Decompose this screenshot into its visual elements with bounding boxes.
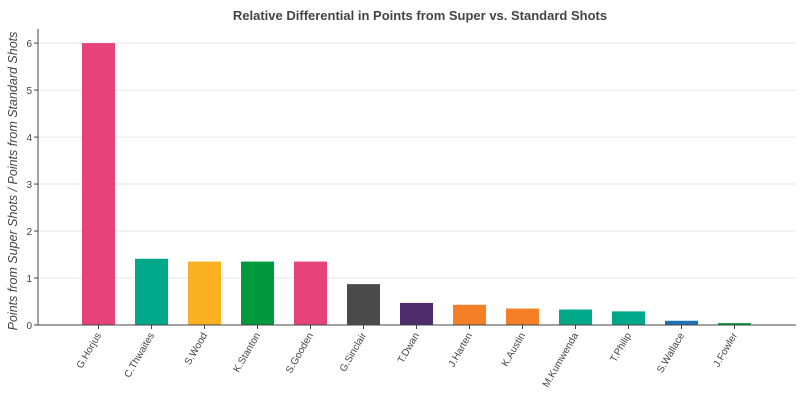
x-tick-label: J.Harten xyxy=(447,331,475,369)
x-tick-labels: G.Horjus C.Thwaites S.Wood K.Stanton S.Goode… xyxy=(75,330,741,389)
y-tick-label: 2 xyxy=(26,227,32,238)
x-tick-label: S.Wallace xyxy=(655,331,687,376)
x-tick-label: T.Philip xyxy=(608,331,634,365)
x-tick-label: M.Kumwenda xyxy=(541,331,581,390)
x-tick-label: C.Thwaites xyxy=(123,331,158,380)
bar xyxy=(559,309,592,325)
bar xyxy=(347,284,380,325)
y-tick-label: 1 xyxy=(26,274,32,285)
y-tick-label: 0 xyxy=(26,321,32,332)
bar xyxy=(188,261,221,325)
x-tick-label: T.Dwan xyxy=(396,331,422,365)
x-tick-label: K.Austin xyxy=(500,331,528,369)
bar xyxy=(400,302,433,325)
bar xyxy=(294,261,327,325)
bar xyxy=(665,320,698,325)
y-axis-label: Points from Super Shots / Points from St… xyxy=(6,32,20,331)
y-tick-label: 5 xyxy=(26,86,32,97)
bar xyxy=(82,43,115,325)
bar xyxy=(135,258,168,325)
x-tick-label: J.Fowler xyxy=(712,330,741,369)
x-tick-label: G.Sinclair xyxy=(338,330,370,374)
bar xyxy=(718,323,751,325)
y-tick-labels: 0 1 2 3 4 5 6 xyxy=(26,39,32,332)
y-tick-label: 4 xyxy=(26,133,32,144)
bar xyxy=(506,308,539,325)
y-tick-label: 6 xyxy=(26,39,32,50)
axes xyxy=(34,29,796,329)
bars xyxy=(82,43,751,325)
chart-title: Relative Differential in Points from Sup… xyxy=(232,8,608,23)
x-tick-label: S.Wood xyxy=(183,331,210,367)
bar xyxy=(241,261,274,325)
gridlines xyxy=(38,42,796,279)
x-tick-label: G.Horjus xyxy=(75,331,104,371)
bar xyxy=(612,311,645,325)
x-tick-label: K.Stanton xyxy=(232,331,263,375)
bar xyxy=(453,304,486,325)
x-tick-label: S.Gooden xyxy=(284,331,316,376)
y-tick-label: 3 xyxy=(26,180,32,191)
